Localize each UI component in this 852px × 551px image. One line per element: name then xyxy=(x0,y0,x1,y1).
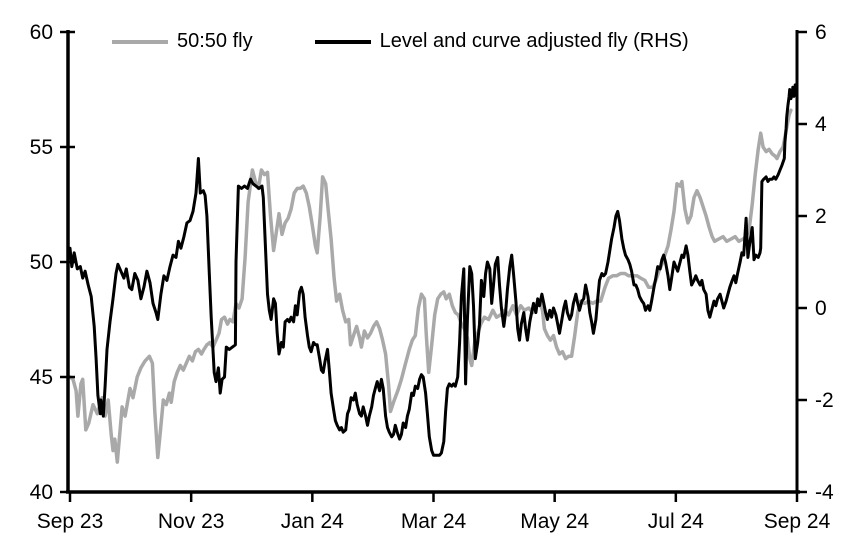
legend-label: Level and curve adjusted fly (RHS) xyxy=(379,30,689,52)
x-axis-tick-label: Jul 24 xyxy=(648,510,704,533)
right-axis-tick-label: 6 xyxy=(815,21,827,44)
left-axis-tick-label: 55 xyxy=(30,136,53,159)
left-axis-tick-label: 40 xyxy=(30,481,53,504)
chart-legend: 50:50 fly Level and curve adjusted fly (… xyxy=(112,30,689,53)
x-axis-tick-label: Nov 23 xyxy=(158,510,225,533)
legend-item-level-curve-adjusted-fly: Level and curve adjusted fly (RHS) xyxy=(314,30,689,53)
right-axis-tick-label: 2 xyxy=(815,205,827,228)
gray-line-swatch-icon xyxy=(112,39,168,44)
x-axis-tick-label: Sep 23 xyxy=(37,510,104,533)
right-axis-tick-label: -2 xyxy=(815,389,834,412)
x-axis-tick-label: May 24 xyxy=(520,510,589,533)
legend-item-5050-fly: 50:50 fly xyxy=(112,30,253,53)
left-axis-tick-label: 45 xyxy=(30,366,53,389)
series-line-5050-fly xyxy=(68,108,793,464)
series-line-level-curve-adjusted-fly xyxy=(68,83,797,457)
legend-label: 50:50 fly xyxy=(177,30,253,52)
x-axis-tick-label: Mar 24 xyxy=(401,510,467,533)
right-axis-tick-label: -4 xyxy=(815,481,834,504)
right-axis-tick-label: 0 xyxy=(815,297,827,320)
right-axis-tick-label: 4 xyxy=(815,113,827,136)
left-axis-tick-label: 50 xyxy=(30,251,53,274)
x-axis-tick-label: Sep 24 xyxy=(764,510,831,533)
x-axis-tick-label: Jan 24 xyxy=(281,510,344,533)
left-axis-tick-label: 60 xyxy=(30,21,53,44)
black-line-swatch-icon xyxy=(314,39,371,44)
